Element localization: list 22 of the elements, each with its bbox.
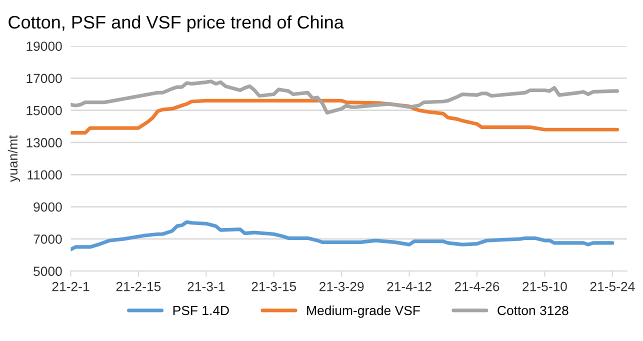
legend-label: Cotton 3128 bbox=[498, 306, 568, 316]
x-tick-label: 21-3-1 bbox=[188, 282, 225, 292]
y-tick-label: 17000 bbox=[26, 74, 62, 84]
legend-label: Medium-grade VSF bbox=[307, 305, 420, 318]
y-tick-label: 19000 bbox=[26, 42, 62, 51]
y-tick-label: 9000 bbox=[34, 202, 62, 212]
x-tick-label: 21-4-12 bbox=[387, 282, 432, 292]
chart-title: Cotton, PSF and VSF price trend of China bbox=[8, 15, 344, 32]
x-tick-label: 21-3-29 bbox=[320, 282, 364, 292]
y-tick-label: 5000 bbox=[34, 266, 62, 276]
x-tick-label: 21-3-15 bbox=[252, 282, 296, 292]
x-tick-label: 21-4-26 bbox=[454, 282, 500, 292]
x-tick-label: 21-5-10 bbox=[522, 282, 567, 292]
y-tick-label: 11000 bbox=[28, 170, 62, 180]
y-tick-label: 15000 bbox=[26, 106, 62, 116]
y-tick-label: 13000 bbox=[26, 138, 62, 148]
y-axis-title: yuan/mt bbox=[8, 135, 20, 182]
y-tick-label: 7000 bbox=[34, 234, 62, 244]
x-tick-label: 21-2-1 bbox=[52, 282, 90, 292]
x-tick-label: 21-5-24 bbox=[590, 282, 635, 292]
legend-label: PSF 1.4D bbox=[173, 306, 229, 316]
x-tick-label: 21-2-15 bbox=[116, 282, 161, 292]
